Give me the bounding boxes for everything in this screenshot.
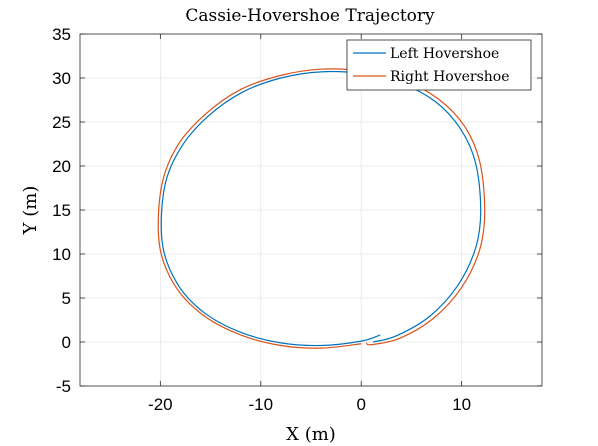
y-axis-label: Y (m) [20,186,41,236]
y-tick-label: 30 [52,69,71,88]
legend-box [346,39,532,91]
series-line-left-hovershoe [160,70,482,347]
y-tick-labels: -5 0 5 10 15 20 25 30 35 [52,25,71,396]
chart-title: Cassie-Hovershoe Trajectory [185,6,435,26]
y-tick-label: 20 [52,157,71,176]
y-tick-label: 15 [52,201,71,220]
x-tick-label: -10 [248,395,273,414]
x-tick-label: 0 [356,395,365,414]
y-tick-label: 35 [52,25,71,44]
x-axis-label: X (m) [286,424,336,445]
series-line-right-hovershoe [157,68,486,349]
axis-ticks [80,33,542,387]
legend-label-right-hovershoe: Right Hovershoe [390,69,510,85]
y-tick-label: 0 [62,333,71,352]
y-tick-label: -5 [56,377,71,396]
legend: Left Hovershoe Right Hovershoe [346,39,532,91]
legend-label-left-hovershoe: Left Hovershoe [390,46,499,62]
x-tick-label: -20 [148,395,173,414]
x-tick-labels: -20 -10 0 10 [148,395,471,414]
y-tick-label: 10 [52,245,71,264]
y-tick-label: 25 [52,113,71,132]
y-tick-label: 5 [62,289,71,308]
x-tick-label: 10 [452,395,471,414]
series-layer [157,68,486,349]
